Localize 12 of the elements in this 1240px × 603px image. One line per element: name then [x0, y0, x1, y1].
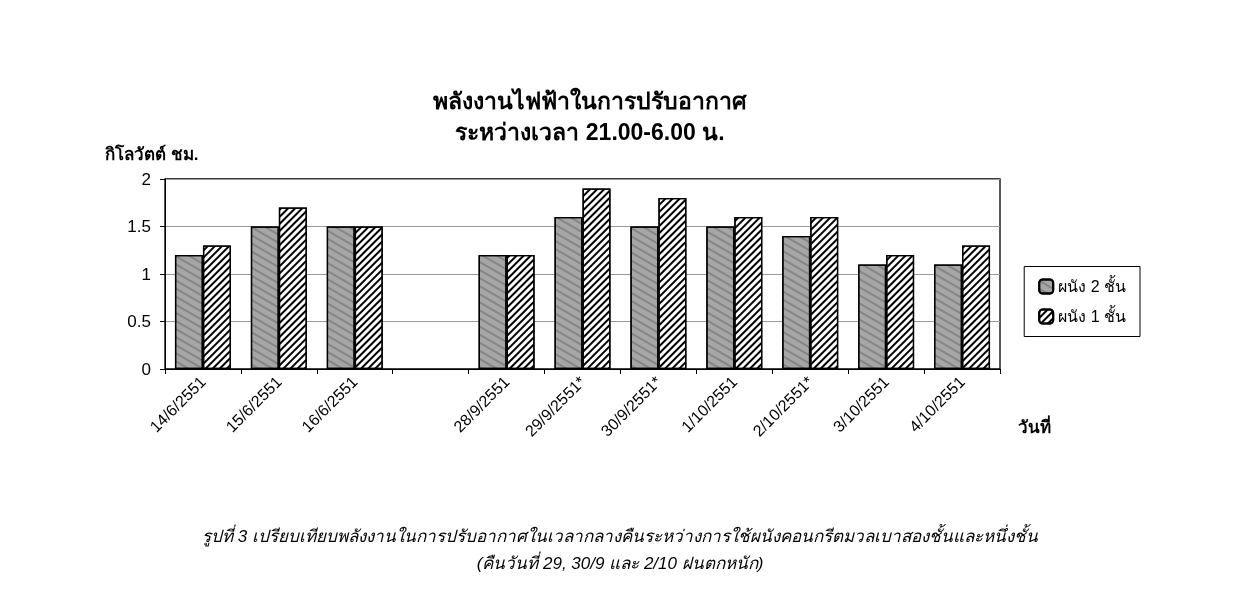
chart-title: พลังงานไฟฟ้าในการปรับอากาศ ระหว่างเวลา 21.00-6.00 น.: [433, 86, 747, 145]
y-tick-label: 1: [141, 264, 151, 284]
text: (คืนวันที่ 29, 30/9 และ 2/10 ฝนตกหนัก): [476, 551, 764, 573]
text: รูปที่ 3 เปรียบเทียบพลังงานในการปรับอากาศในเวลากลางคืนระหว่างการใช้ผนังคอนกรีตมวลเบาสองชั้นและหนึ่งชั้น: [202, 523, 1038, 547]
y-axis-title: กิโลวัตต์ ชม.: [105, 144, 199, 164]
legend-label: ผนัง 1 ชั้น: [1058, 305, 1127, 325]
y-tick-label: 2: [141, 169, 151, 189]
y-tick-label: 0: [141, 359, 151, 379]
legend-label: ผนัง 2 ชั้น: [1058, 275, 1127, 295]
y-tick-label: 0.5: [127, 312, 151, 331]
x-axis-title: วันที่: [1018, 415, 1051, 437]
y-tick-label: 1.5: [127, 217, 151, 236]
